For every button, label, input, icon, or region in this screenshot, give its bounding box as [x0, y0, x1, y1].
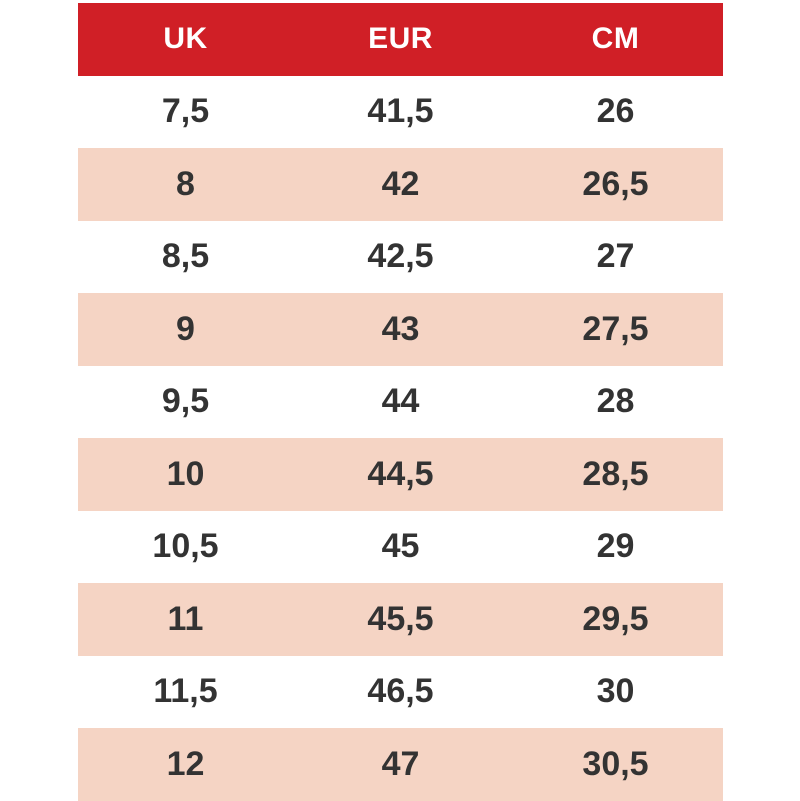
table-cell: 12: [166, 744, 205, 783]
table-cell: 47: [381, 744, 420, 783]
table-row: 12 47 30,5: [78, 728, 723, 801]
table-row: 7,5 41,5 26: [78, 75, 723, 148]
table-cell: 44: [381, 382, 420, 421]
table-cell: 8: [176, 164, 195, 203]
table-row: 11,5 46,5 30: [78, 655, 723, 728]
table-cell: 46,5: [367, 672, 434, 711]
table-row: 8 42 26,5: [78, 148, 723, 221]
table-cell: 7,5: [161, 92, 210, 131]
table-row: 9,5 44 28: [78, 365, 723, 438]
table-row: 11 45,5 29,5: [78, 583, 723, 656]
table-row: 9 43 27,5: [78, 293, 723, 366]
table-cell: 30: [596, 672, 635, 711]
table-cell: 9: [176, 309, 195, 348]
table-header-row: UK EUR CM: [78, 3, 723, 76]
table-cell: 26: [596, 92, 635, 131]
table-cell: 8,5: [161, 237, 210, 276]
header-cell-cm: CM: [591, 22, 640, 56]
table-row: 10 44,5 28,5: [78, 438, 723, 511]
table-row: 10,5 45 29: [78, 510, 723, 583]
size-conversion-table: UK EUR CM 7,5 41,5 26 8 42 26,5 8,5 42,5 27 9 43 27…: [78, 3, 723, 801]
table-cell: 28: [596, 382, 635, 421]
table-cell: 27: [596, 237, 635, 276]
table-cell: 11,5: [153, 672, 218, 711]
header-cell-uk: UK: [163, 22, 208, 56]
table-cell: 41,5: [367, 92, 434, 131]
table-cell: 9,5: [161, 382, 210, 421]
table-cell: 10: [166, 454, 205, 493]
table-cell: 27,5: [582, 309, 649, 348]
table-cell: 44,5: [367, 454, 434, 493]
table-cell: 45,5: [367, 599, 434, 638]
table-cell: 11: [167, 599, 204, 638]
table-cell: 43: [381, 309, 420, 348]
table-cell: 28,5: [582, 454, 649, 493]
table-row: 8,5 42,5 27: [78, 220, 723, 293]
table-body: 7,5 41,5 26 8 42 26,5 8,5 42,5 27 9 43 27,5 9,5 44 28 1…: [78, 75, 723, 801]
table-cell: 29: [596, 527, 635, 566]
table-cell: 42: [381, 164, 420, 203]
table-cell: 42,5: [367, 237, 434, 276]
table-cell: 45: [381, 527, 420, 566]
table-cell: 10,5: [152, 527, 219, 566]
header-cell-eur: EUR: [368, 22, 433, 56]
table-cell: 30,5: [582, 744, 649, 783]
table-cell: 29,5: [582, 599, 649, 638]
table-cell: 26,5: [582, 164, 649, 203]
